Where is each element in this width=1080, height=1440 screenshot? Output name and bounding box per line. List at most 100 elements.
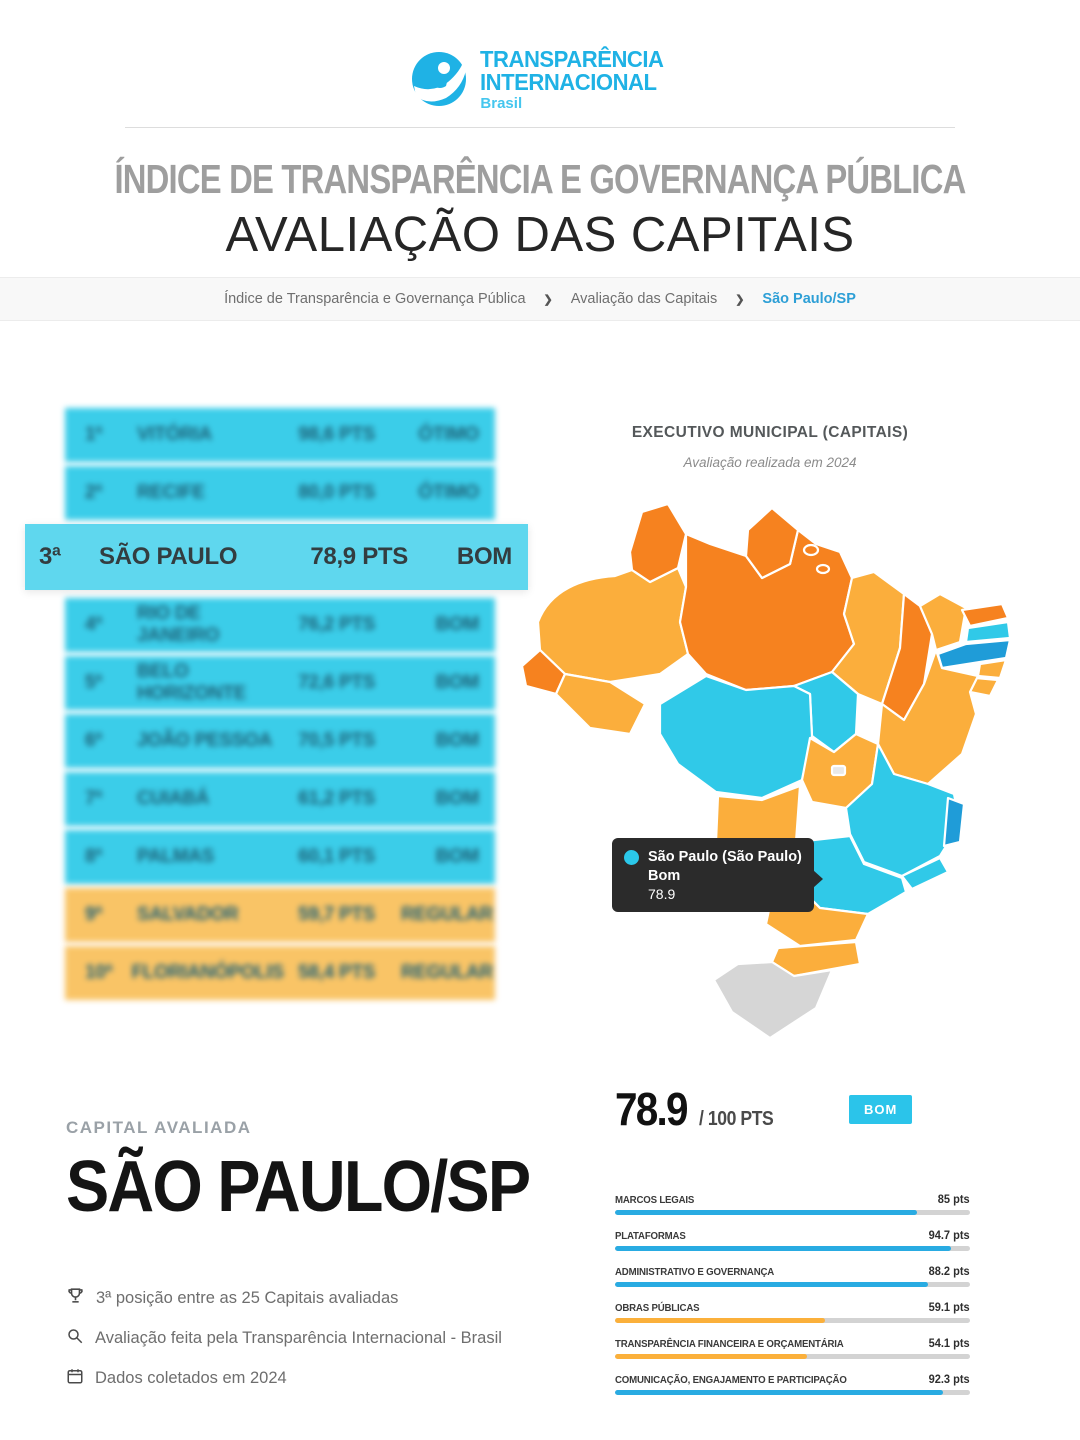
map-island[interactable] bbox=[802, 543, 820, 557]
map-state-ap[interactable] bbox=[744, 506, 800, 580]
map-island[interactable] bbox=[815, 563, 831, 575]
breadcrumb-link-index[interactable]: Índice de Transparência e Governança Púb… bbox=[224, 291, 526, 307]
rank-cell: 5ª bbox=[85, 672, 102, 693]
indicator-label: PLATAFORMAS bbox=[615, 1230, 686, 1242]
ranking-row-4[interactable]: 4ª RIO DE JANEIRO 76,2 PTS BOM bbox=[65, 598, 495, 652]
indicator-label: MARCOS LEGAIS bbox=[615, 1194, 695, 1206]
globe-icon bbox=[408, 48, 470, 115]
grade-cell: REGULAR bbox=[401, 962, 493, 983]
fact-text: Dados coletados em 2024 bbox=[95, 1369, 287, 1387]
logo-line1: TRANSPARÊNCIA bbox=[480, 46, 664, 72]
score-cell: 80,0 PTS bbox=[298, 482, 375, 503]
ranking-row-6[interactable]: 6ª JOÃO PESSOA 70,5 PTS BOM bbox=[65, 714, 495, 768]
grade-cell: BOM bbox=[435, 788, 480, 809]
page-title: AVALIAÇÃO DAS CAPITAIS bbox=[225, 208, 855, 262]
rank-cell: 3ª bbox=[39, 543, 61, 570]
map-state-ce[interactable] bbox=[918, 592, 968, 652]
calendar-icon bbox=[66, 1367, 84, 1390]
city-cell: RECIFE bbox=[137, 482, 205, 503]
map-tooltip: São Paulo (São Paulo) Bom 78.9 bbox=[612, 838, 823, 913]
rank-cell: 7ª bbox=[85, 788, 102, 809]
brazil-choropleth-map bbox=[520, 502, 1012, 1040]
magnifier-icon bbox=[66, 1327, 84, 1350]
map-title: EXECUTIVO MUNICIPAL (CAPITAIS) bbox=[631, 424, 909, 441]
rank-cell: 2ª bbox=[85, 482, 102, 503]
score-cell: 59,7 PTS bbox=[298, 904, 375, 925]
score-cell: 61,2 PTS bbox=[298, 788, 375, 809]
score-cell: 58,4 PTS bbox=[298, 962, 375, 983]
brazil-map-panel: EXECUTIVO MUNICIPAL (CAPITAIS) Avaliação… bbox=[510, 424, 1030, 1042]
chevron-right-icon: ❯ bbox=[543, 293, 553, 306]
indicator-fill bbox=[615, 1354, 808, 1359]
overall-score: 78.9 / 100 PTS BOM bbox=[615, 1082, 913, 1136]
capital-eyebrow: CAPITAL AVALIADA bbox=[66, 1118, 252, 1137]
grade-cell: BOM bbox=[435, 672, 480, 693]
indicator-row-plataformas: PLATAFORMAS 94.7 pts bbox=[615, 1228, 970, 1251]
indicator-track bbox=[615, 1246, 970, 1251]
indicator-row-transparencia-financeira: TRANSPARÊNCIA FINANCEIRA E ORÇAMENTÁRIA … bbox=[615, 1336, 970, 1359]
indicator-track bbox=[615, 1318, 970, 1323]
indicator-row-comunicacao: COMUNICAÇÃO, ENGAJAMENTO E PARTICIPAÇÃO … bbox=[615, 1372, 970, 1395]
map-state-df[interactable] bbox=[830, 764, 847, 777]
city-cell: PALMAS bbox=[137, 846, 215, 867]
city-cell: VITÓRIA bbox=[137, 424, 212, 445]
tooltip-score: 78.9 bbox=[648, 886, 676, 903]
map-state-rs[interactable] bbox=[712, 960, 834, 1040]
indicator-fill bbox=[615, 1246, 952, 1251]
city-cell: FLORIANÓPOLIS bbox=[131, 962, 284, 983]
fact-position: 3ª posição entre as 25 Capitais avaliada… bbox=[66, 1286, 566, 1310]
breadcrumb-link-capitais[interactable]: Avaliação das Capitais bbox=[570, 291, 718, 307]
map-state-am[interactable] bbox=[536, 566, 690, 684]
score-cell: 98,6 PTS bbox=[298, 424, 375, 445]
grade-cell: BOM bbox=[435, 846, 480, 867]
ranking-row-8[interactable]: 8ª PALMAS 60,1 PTS BOM bbox=[65, 830, 495, 884]
map-state-rn[interactable] bbox=[960, 602, 1010, 628]
score-cell: 72,6 PTS bbox=[298, 672, 375, 693]
indicator-value: 94.7 pts bbox=[928, 1228, 970, 1242]
city-cell: BELO HORIZONTE bbox=[137, 661, 247, 704]
map-state-es[interactable] bbox=[942, 796, 966, 848]
breadcrumb-current: São Paulo/SP bbox=[762, 291, 856, 307]
map-state-ro[interactable] bbox=[554, 672, 647, 736]
grade-cell: BOM bbox=[435, 614, 480, 635]
ranking-row-9[interactable]: 9ª SALVADOR 59,7 PTS REGULAR bbox=[65, 888, 495, 942]
city-cell: SÃO PAULO bbox=[99, 543, 238, 570]
ranking-row-3-selected[interactable]: 3ª SÃO PAULO 78,9 PTS BOM bbox=[25, 524, 528, 590]
grade-cell: ÓTIMO bbox=[418, 424, 479, 445]
ranking-row-5[interactable]: 5ª BELO HORIZONTE 72,6 PTS BOM bbox=[65, 656, 495, 710]
map-state-al[interactable] bbox=[976, 658, 1008, 680]
ranking-row-10[interactable]: 10ª FLORIANÓPOLIS 58,4 PTS REGULAR bbox=[65, 946, 495, 1000]
indicator-row-administrativo: ADMINISTRATIVO E GOVERNANÇA 88.2 pts bbox=[615, 1264, 970, 1287]
fact-text: Avaliação feita pela Transparência Inter… bbox=[95, 1329, 502, 1347]
fact-data-year: Dados coletados em 2024 bbox=[66, 1367, 566, 1390]
indicator-fill bbox=[615, 1210, 917, 1215]
rank-cell: 6ª bbox=[85, 730, 102, 751]
city-cell: RIO DE JANEIRO bbox=[137, 603, 220, 646]
indicator-bar-chart: MARCOS LEGAIS 85 pts PLATAFORMAS 94.7 pt… bbox=[615, 1192, 970, 1408]
map-state-mt[interactable] bbox=[658, 674, 814, 800]
grade-badge: BOM bbox=[848, 1094, 913, 1124]
tooltip-dot-icon bbox=[624, 850, 639, 865]
indicator-track bbox=[615, 1282, 970, 1287]
ranking-row-1[interactable]: 1ª VITÓRIA 98,6 PTS ÓTIMO bbox=[65, 408, 495, 462]
indicator-track bbox=[615, 1390, 970, 1395]
score-value: 78.9 bbox=[615, 1083, 688, 1135]
grade-cell: BOM bbox=[435, 730, 480, 751]
city-cell: CUIABÁ bbox=[137, 788, 210, 809]
index-title: ÍNDICE DE TRANSPARÊNCIA E GOVERNANÇA PÚB… bbox=[114, 156, 966, 202]
ranking-row-2[interactable]: 2ª RECIFE 80,0 PTS ÓTIMO bbox=[65, 466, 495, 520]
chevron-right-icon: ❯ bbox=[735, 293, 745, 306]
map-state-rr[interactable] bbox=[628, 502, 688, 584]
city-cell: SALVADOR bbox=[137, 904, 239, 925]
ti-brasil-logo[interactable]: TRANSPARÊNCIA INTERNACIONAL Brasil bbox=[408, 48, 671, 115]
map-state-pb[interactable] bbox=[964, 620, 1012, 644]
capitals-ranking-list: 1ª VITÓRIA 98,6 PTS ÓTIMO 2ª RECIFE 80,0… bbox=[25, 408, 528, 1004]
map-state-rj[interactable] bbox=[900, 856, 950, 891]
score-cell: 60,1 PTS bbox=[298, 846, 375, 867]
rank-cell: 10ª bbox=[85, 962, 113, 983]
logo-line2: INTERNACIONAL bbox=[480, 69, 657, 95]
ranking-row-7[interactable]: 7ª CUIABÁ 61,2 PTS BOM bbox=[65, 772, 495, 826]
indicator-value: 85 pts bbox=[938, 1192, 970, 1206]
indicator-fill bbox=[615, 1282, 929, 1287]
indicator-track bbox=[615, 1354, 970, 1359]
